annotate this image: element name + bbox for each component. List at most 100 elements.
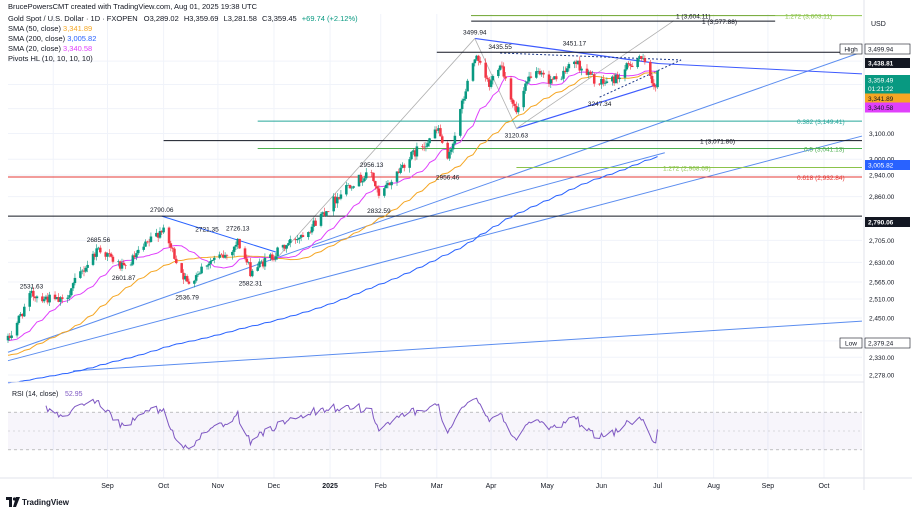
candle[interactable] [236,238,240,250]
candle[interactable] [636,58,639,69]
trendline-mid-channel[interactable] [7,135,863,362]
candle[interactable] [486,75,489,82]
candle[interactable] [211,259,214,262]
candle[interactable] [281,244,285,251]
legend-sma200[interactable]: SMA (200, close) 3,005.82 [8,34,96,44]
candle[interactable] [32,287,35,301]
candle[interactable] [614,72,618,84]
candle[interactable] [440,134,444,144]
candle[interactable] [46,293,50,305]
candle[interactable] [375,185,379,193]
candle[interactable] [332,193,335,216]
candle[interactable] [19,311,22,317]
candle[interactable] [146,240,149,244]
candle[interactable] [109,252,113,258]
candle[interactable] [42,296,46,304]
candle[interactable] [564,66,567,74]
candle[interactable] [600,76,603,89]
candle[interactable] [323,207,326,217]
candle[interactable] [80,269,84,275]
candle[interactable] [466,78,469,92]
candlesticks[interactable] [6,53,659,343]
candle[interactable] [410,150,413,161]
candle[interactable] [175,255,178,265]
candle[interactable] [182,269,185,285]
candle[interactable] [437,125,440,134]
candle[interactable] [193,279,196,288]
candle[interactable] [91,250,95,267]
candle[interactable] [464,88,468,101]
candle[interactable] [270,252,274,262]
candle[interactable] [424,141,428,152]
candle[interactable] [475,54,478,62]
candle[interactable] [99,245,102,254]
candle[interactable] [348,184,352,189]
candle[interactable] [502,62,506,79]
candle[interactable] [82,266,86,277]
candle[interactable] [638,54,641,62]
candle[interactable] [451,142,455,154]
candle[interactable] [200,263,203,275]
candle[interactable] [498,64,502,71]
candle[interactable] [117,259,120,267]
candle[interactable] [433,126,437,140]
candle[interactable] [144,239,147,247]
candle[interactable] [361,177,364,186]
candle[interactable] [68,290,71,301]
candle[interactable] [591,70,594,75]
candle[interactable] [562,66,565,82]
candle[interactable] [180,262,183,273]
candle[interactable] [171,247,174,253]
candle[interactable] [573,60,576,69]
candle[interactable] [415,142,419,160]
candle[interactable] [526,76,529,86]
trendline-upper-channel[interactable] [7,51,863,353]
candle[interactable] [350,185,354,191]
candle[interactable] [412,148,415,155]
candle[interactable] [73,273,77,286]
candle[interactable] [97,246,100,250]
candle[interactable] [23,303,26,318]
candle[interactable] [95,244,98,261]
candle[interactable] [307,231,310,240]
candle[interactable] [108,249,111,258]
candle[interactable] [377,185,381,199]
candle[interactable] [212,255,216,264]
candle[interactable] [422,142,426,152]
candle[interactable] [104,251,107,260]
candle[interactable] [491,74,495,85]
candle[interactable] [488,76,491,91]
legend-symbol-row[interactable]: Gold Spot / U.S. Dollar · 1D · FXOPEN O3… [8,14,358,24]
trendline-consolidation[interactable] [161,215,276,253]
candle[interactable] [357,174,361,187]
candle[interactable] [258,258,261,269]
candle[interactable] [269,252,272,261]
candle[interactable] [656,70,659,89]
triangle-upper[interactable] [474,37,658,65]
candle[interactable] [439,124,442,137]
candle[interactable] [408,156,411,173]
candle[interactable] [122,259,126,266]
candle[interactable] [547,70,551,87]
candle[interactable] [509,76,513,103]
candle[interactable] [70,288,73,297]
candle[interactable] [363,175,366,183]
candle[interactable] [156,232,160,242]
candle[interactable] [301,232,305,238]
candle[interactable] [616,71,620,84]
candle[interactable] [66,294,69,303]
candle[interactable] [450,148,453,155]
candle[interactable] [549,76,553,88]
candle[interactable] [194,272,198,283]
candle[interactable] [205,265,209,270]
candle[interactable] [61,294,64,304]
candle[interactable] [401,162,404,169]
candle[interactable] [426,140,430,148]
candle[interactable] [187,278,191,285]
candle[interactable] [28,290,31,312]
candle[interactable] [567,62,571,72]
candle[interactable] [232,246,236,257]
candle[interactable] [137,246,140,255]
candle[interactable] [524,80,527,94]
candle[interactable] [639,55,643,62]
